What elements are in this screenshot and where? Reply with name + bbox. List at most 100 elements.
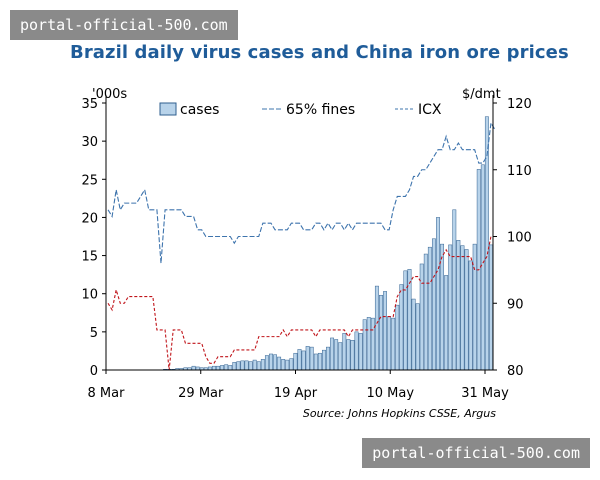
- cases-bar: [489, 244, 493, 371]
- cases-bar: [322, 349, 326, 371]
- cases-bar: [220, 365, 225, 371]
- chart-title: Brazil daily virus cases and China iron …: [70, 42, 569, 63]
- cases-bar: [415, 303, 420, 371]
- cases-bar: [244, 360, 249, 371]
- cases-bar: [379, 294, 383, 371]
- left-tick-label: 35: [81, 97, 98, 112]
- left-tick-label: 30: [81, 135, 98, 150]
- left-tick-label: 10: [81, 288, 98, 303]
- cases-bar: [346, 339, 351, 371]
- cases-bar: [264, 355, 269, 371]
- icx-series-line: [107, 235, 496, 371]
- right-tick-label: 80: [507, 364, 524, 379]
- left-tick-label: 15: [81, 250, 98, 265]
- right-axis-unit: $/dmt: [462, 87, 501, 102]
- cases-bar: [260, 359, 265, 371]
- cases-bar: [452, 209, 457, 371]
- axes: [102, 95, 497, 374]
- cases-bar: [480, 164, 485, 371]
- right-tick-label: 110: [507, 164, 532, 179]
- cases-bar: [191, 365, 196, 371]
- cases-bar: [407, 269, 412, 371]
- watermark-top: portal-official-500.com: [10, 10, 238, 40]
- cases-bar: [273, 354, 277, 371]
- left-tick-label: 5: [90, 326, 98, 341]
- legend-icx-label: ICX: [418, 102, 442, 118]
- cases-bar: [326, 346, 330, 371]
- cases-bar: [362, 319, 367, 371]
- cases-bar: [374, 285, 379, 371]
- cases-bar: [395, 304, 400, 371]
- cases-bar: [338, 342, 343, 371]
- x-tick-label: 10 May: [366, 386, 414, 401]
- cases-bar: [252, 359, 257, 371]
- cases-bar: [313, 353, 318, 371]
- cases-bar: [256, 361, 261, 371]
- cases-bar: [419, 263, 424, 371]
- cases-bar: [468, 260, 473, 371]
- cases-bar: [212, 365, 216, 371]
- cases-bar: [301, 350, 306, 371]
- legend: cases 65% fines ICX: [159, 102, 442, 118]
- cases-bar: [456, 240, 461, 371]
- cases-bar: [216, 365, 220, 371]
- left-tick-label: 0: [90, 364, 98, 379]
- x-tick-label: 31 May: [461, 386, 509, 401]
- right-tick-label: 90: [507, 297, 524, 312]
- legend-cases-swatch: [159, 102, 177, 116]
- cases-bar: [383, 291, 387, 371]
- cases-bar: [285, 359, 290, 371]
- cases-bar: [232, 362, 237, 371]
- x-tick-label: 8 Mar: [88, 386, 126, 401]
- cases-bar: [342, 333, 347, 371]
- cases-bar: [436, 217, 440, 371]
- cases-bar: [366, 317, 371, 371]
- cases-bar: [464, 249, 469, 371]
- cases-bar: [431, 238, 436, 371]
- left-tick-label: 20: [81, 211, 98, 226]
- cases-bar: [248, 361, 253, 371]
- cases-bar: [427, 246, 432, 371]
- cases-bar: [293, 352, 298, 371]
- left-axis-unit: '000s: [92, 87, 127, 102]
- cases-bar: [391, 317, 396, 371]
- cases-bar: [236, 361, 241, 371]
- legend-cases-label: cases: [180, 102, 219, 118]
- cases-bar: [334, 339, 339, 371]
- cases-bar: [411, 298, 416, 371]
- cases-bar: [297, 349, 302, 371]
- cases-bar: [277, 356, 282, 371]
- cases-bar: [317, 352, 322, 371]
- cases-bar: [440, 243, 445, 371]
- cases-bar: [399, 284, 404, 371]
- cases-bar: [309, 346, 314, 371]
- cases-bar: [354, 331, 359, 371]
- fines-series-line: [107, 121, 496, 264]
- cases-bar: [281, 359, 286, 371]
- cases-bar: [350, 340, 355, 371]
- tick-labels: 0 5 10 15 20 25 30 35 80 90 100 110 120 8 Mar 29 Mar 19…: [81, 97, 531, 401]
- cases-bar: [240, 360, 245, 371]
- price-lines: [107, 121, 496, 371]
- cases-bar: [423, 253, 428, 371]
- cases-bar: [358, 333, 363, 371]
- cases-bar: [269, 353, 273, 371]
- x-tick-label: 19 Apr: [274, 386, 318, 401]
- cases-bar: [387, 316, 392, 371]
- legend-fines-label: 65% fines: [286, 102, 355, 118]
- cases-bar: [305, 346, 310, 371]
- watermark-bottom: portal-official-500.com: [362, 438, 590, 468]
- cases-bar: [370, 317, 375, 371]
- cases-bar: [448, 244, 453, 371]
- cases-bar: [289, 358, 294, 371]
- x-tick-label: 29 Mar: [178, 386, 224, 401]
- right-tick-label: 120: [507, 97, 532, 112]
- cases-bars: [163, 116, 493, 371]
- cases-bar: [228, 365, 233, 371]
- right-tick-label: 100: [507, 231, 532, 246]
- cases-bar: [472, 243, 477, 371]
- cases-bar: [224, 364, 229, 371]
- chart-source: Source: Johns Hopkins CSSE, Argus: [303, 407, 496, 420]
- cases-bar: [403, 270, 408, 371]
